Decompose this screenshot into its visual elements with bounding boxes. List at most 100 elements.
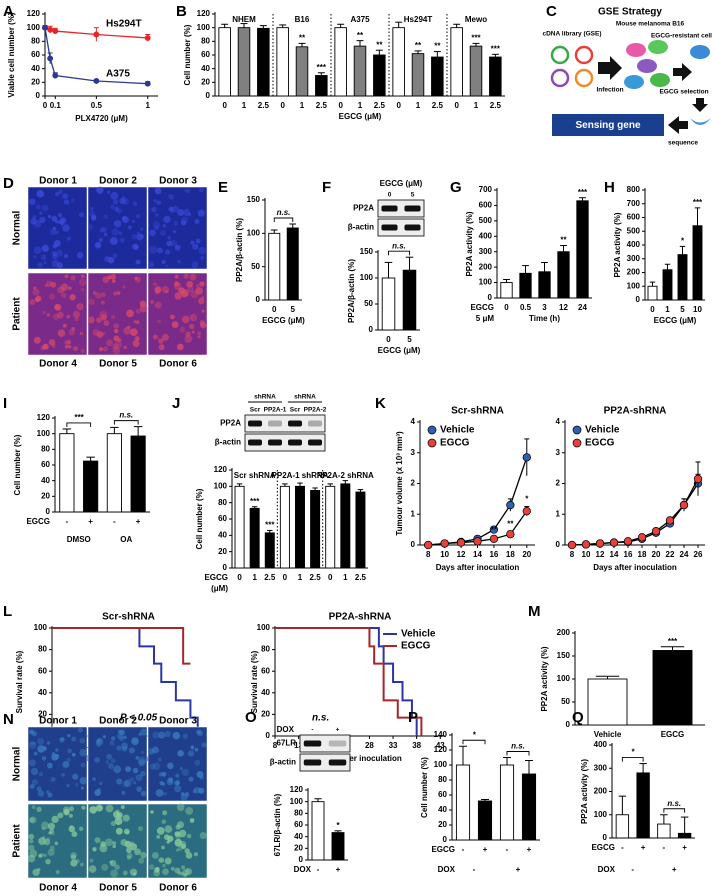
cell-nucleus <box>121 790 126 795</box>
bar <box>59 433 75 513</box>
cell-nucleus <box>117 337 122 343</box>
cell-nucleus <box>71 831 78 838</box>
y-axis-label: PP2A/β-actin (%) <box>235 218 244 282</box>
row-label: Patient <box>12 297 23 331</box>
bar <box>662 269 673 301</box>
point <box>42 24 48 31</box>
x-row-label: DOX <box>438 865 456 874</box>
y-tick-label: 120 <box>434 745 448 754</box>
cell-nucleus <box>51 815 59 824</box>
cell-nucleus <box>182 733 189 739</box>
series-label: A375 <box>106 69 130 80</box>
cell-nucleus <box>54 304 60 310</box>
cell-nucleus <box>43 261 47 265</box>
bar <box>286 227 299 301</box>
y-tick-label: 150 <box>557 651 571 660</box>
x-row-label: 5 μM <box>476 314 495 323</box>
y-tick-label: 20 <box>218 547 227 556</box>
bar <box>692 225 703 301</box>
point <box>47 26 54 33</box>
cell-nucleus <box>174 244 181 251</box>
x-tick-label: 14 <box>610 550 619 559</box>
cell <box>624 75 644 89</box>
cell-nucleus <box>116 291 121 295</box>
cell-nucleus <box>189 818 195 823</box>
cell-nucleus <box>135 214 141 219</box>
group-label: PP2A-2 shRNA <box>317 471 374 480</box>
bar <box>325 485 336 569</box>
x-tick-label: 16 <box>624 550 633 559</box>
significance: ** <box>299 33 306 42</box>
cell-nucleus <box>162 810 168 816</box>
cell-nucleus <box>35 204 41 210</box>
cell-nucleus <box>154 225 160 231</box>
cell-nucleus <box>180 871 185 876</box>
x-tick-label: 1 <box>242 101 247 110</box>
legend-marker <box>427 425 437 435</box>
x-tick-label: + <box>483 845 488 854</box>
cell-nucleus <box>157 247 163 254</box>
comparison-bracket <box>462 739 486 745</box>
cell-nucleus <box>50 776 56 782</box>
panel-label: A <box>3 3 14 20</box>
blot-title: DOX <box>277 725 295 734</box>
column-label: Donor 3 <box>159 176 197 187</box>
x-tick-label: 1 <box>474 101 479 110</box>
cell <box>626 43 646 57</box>
cell-nucleus <box>110 869 119 878</box>
cell-nucleus <box>56 262 63 269</box>
step-label: sequence <box>668 140 698 147</box>
cell-nucleus <box>162 863 166 868</box>
cell-nucleus <box>112 279 116 283</box>
cell-nucleus <box>110 736 116 741</box>
cell-nucleus <box>29 299 36 306</box>
cell-nucleus <box>201 742 207 748</box>
y-tick-label: 100 <box>34 623 48 632</box>
cell-nucleus <box>52 253 59 260</box>
cell-nucleus <box>174 281 180 287</box>
cell-nucleus <box>149 763 156 770</box>
bar <box>521 773 537 841</box>
x-tick-label: 10 <box>582 550 591 559</box>
cell-nucleus <box>75 859 80 864</box>
y-tick-label: 600 <box>627 213 641 222</box>
cell-nucleus <box>131 233 138 240</box>
cell-nucleus <box>163 215 171 224</box>
y-axis-label: Survival rate (%) <box>250 650 259 713</box>
y-tick-label: 60 <box>41 460 50 469</box>
group-label: B16 <box>295 15 310 24</box>
comparison-bracket <box>663 808 686 813</box>
bar <box>411 53 425 97</box>
y-tick-label: 80 <box>218 498 227 507</box>
cell-nucleus <box>61 194 67 200</box>
x-row-label: EGCG <box>431 845 455 854</box>
cell-nucleus <box>116 745 122 751</box>
x-tick-label: 13 <box>294 741 303 750</box>
x-tick-label: 24 <box>680 550 689 559</box>
significance: ** <box>434 42 441 51</box>
y-axis-label: Cell number (%) <box>13 434 22 495</box>
y-tick-label: 300 <box>479 247 493 256</box>
cell-nucleus <box>176 821 185 829</box>
cell-nucleus <box>179 766 183 771</box>
cell-nucleus <box>134 276 138 280</box>
y-tick-label: 60 <box>31 50 40 59</box>
plasmid <box>574 45 594 65</box>
cell-nucleus <box>112 199 119 205</box>
cell-nucleus <box>113 765 122 774</box>
panel-label: I <box>3 395 7 412</box>
cell-nucleus <box>185 852 193 859</box>
cell-nucleus <box>46 741 51 745</box>
chart-title: PP2A-shRNA <box>604 406 667 417</box>
cell-nucleus <box>125 830 130 835</box>
cell-nucleus <box>165 264 169 268</box>
x-tick-label: 28 <box>365 741 374 750</box>
step-label: Infection <box>596 87 623 94</box>
cell-nucleus <box>120 839 128 846</box>
cell-nucleus <box>151 852 159 859</box>
bar <box>130 435 146 513</box>
cell-nucleus <box>149 229 156 237</box>
cell-nucleus <box>177 208 185 216</box>
cell-nucleus <box>110 821 116 827</box>
cell-nucleus <box>88 210 96 217</box>
